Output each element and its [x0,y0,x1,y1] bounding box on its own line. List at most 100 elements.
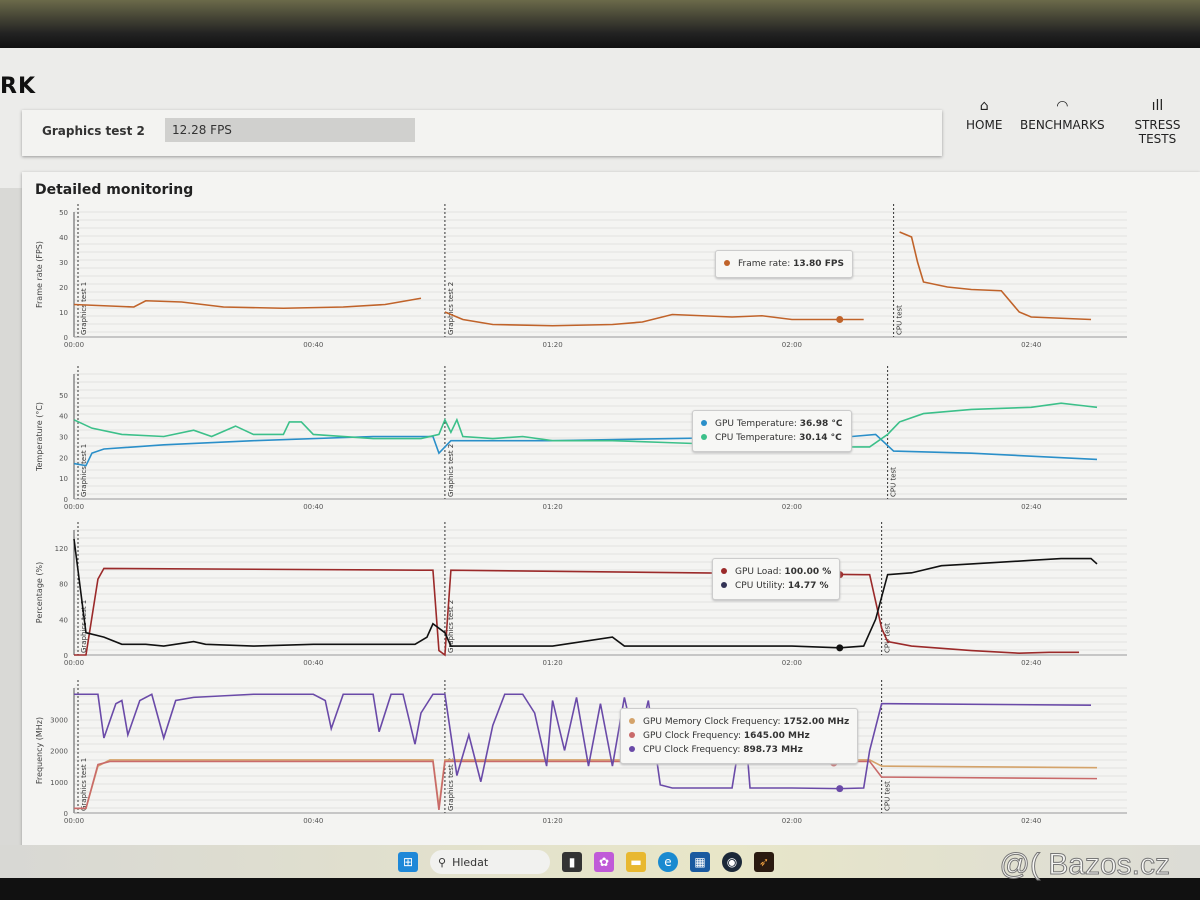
y-axis-label: Temperature (°C) [35,402,44,472]
legend-dot [721,582,727,588]
test-marker-label: Graphics test 2 [447,444,455,497]
tooltip-label: GPU Memory Clock Frequency [643,717,778,727]
legend-dot [629,718,635,724]
monitoring-charts[interactable]: Frame rate (FPS) 0 10 20 30 40 50 00:00 00:40 01:… [22,192,1200,872]
legend-dot [721,568,727,574]
watermark: @( Bazos.cz [999,848,1170,882]
test-marker-label: Graphics test 2 [447,758,455,811]
detailed-monitoring-panel: Detailed monitoring Frame rate (FPS) 0 10 2… [22,172,1200,872]
y-tick-label: 120 [55,545,68,553]
tooltip-value: 1645.00 MHz [743,731,810,741]
y-tick-label: 40 [59,616,68,624]
tooltip-value: 36.98 °C [799,419,843,429]
edge-icon[interactable]: e [658,852,678,872]
chart-0: Frame rate (FPS) 0 10 20 30 40 50 00:00 00:40 01:… [35,204,1127,349]
hover-point [836,316,844,323]
x-tick-label: 01:20 [543,659,563,667]
tooltip-value: 1752.00 MHz [783,717,850,727]
home-icon: ⌂ [979,98,989,114]
x-tick-label: 00:00 [64,659,84,667]
windows-start-icon[interactable]: ⊞ [398,852,418,872]
tooltip-label: CPU Utility [735,581,782,591]
tooltip-value: 14.77 % [787,581,829,591]
tooltip-label: GPU Load [735,567,779,577]
file-explorer-icon[interactable]: ▬ [626,852,646,872]
x-tick-label: 02:40 [1021,817,1041,825]
x-tick-label: 01:20 [543,817,563,825]
3dmark-icon[interactable]: ➶ [754,852,774,872]
search-placeholder: Hledat [452,855,489,869]
panel-title: Detailed monitoring [35,182,194,198]
nav-benchmarks[interactable]: ◠ BENCHMARKS [1020,98,1105,132]
x-tick-label: 02:00 [782,503,802,511]
test-marker-label: Graphics test 2 [447,600,455,653]
legend-dot [629,732,635,738]
y-tick-label: 50 [59,392,68,400]
y-axis-label: Frequency (MHz) [35,717,44,784]
chart-1: Temperature (°C) 0 10 20 30 40 50 00:00 00:40 01:… [35,366,1127,511]
tooltip-frame-rate: Frame rate: 13.80 FPS [715,250,853,278]
test-marker-label: CPU test [884,781,892,811]
legend-dot [701,434,707,440]
series-line-gpu-clock-frequency [74,760,1098,810]
x-tick-label: 00:00 [64,817,84,825]
tooltip-value: 898.73 MHz [743,745,803,755]
series-line-frame-rate [444,311,864,327]
tooltip-temperature: GPU Temperature: 36.98 °C CPU Temperatur… [692,410,852,452]
x-tick-label: 00:40 [303,817,323,825]
steam-icon[interactable]: ◉ [722,852,742,872]
legend-dot [701,420,707,426]
x-tick-label: 00:40 [303,341,323,349]
taskbar-search[interactable]: ⚲ Hledat [430,850,550,874]
y-tick-label: 0 [64,496,68,504]
y-tick-label: 10 [59,309,68,317]
chart-2: Percentage (%) 0 40 80 120 00:00 00:40 01:20 02:… [35,522,1127,667]
nav-home-label: HOME [966,118,1003,132]
tooltip-label: CPU Temperature [715,433,794,443]
x-tick-label: 00:40 [303,503,323,511]
tooltip-label: GPU Clock Frequency [643,731,739,741]
test-marker-label: Graphics test 2 [447,282,455,335]
tooltip-value: 100.00 % [784,567,832,577]
app-logo: RK [0,74,36,99]
x-tick-label: 01:20 [543,503,563,511]
result-card: Graphics test 2 12.28 FPS [22,110,942,156]
x-tick-label: 02:40 [1021,503,1041,511]
screen: RK Graphics test 2 12.28 FPS ⌂ HOME ◠ BENC… [0,48,1200,878]
y-axis-label: Percentage (%) [35,562,44,623]
y-tick-label: 2000 [50,748,68,756]
nav-benchmarks-label: BENCHMARKS [1020,118,1105,132]
series-line-cpu-temperature [73,402,1098,448]
test-marker-label: CPU test [896,305,904,335]
tooltip-value: 13.80 FPS [793,259,844,269]
y-axis-label: Frame rate (FPS) [35,241,44,308]
hover-point [836,644,844,652]
y-tick-label: 0 [64,652,68,660]
y-tick-label: 20 [59,454,68,462]
y-tick-label: 30 [59,434,68,442]
x-tick-label: 00:00 [64,503,84,511]
taskbar: ⊞ ⚲ Hledat ▮ ✿ ▬ e ▦ ◉ ➶ [0,845,1200,878]
task-view-icon[interactable]: ▮ [562,852,582,872]
nav-stress-tests-label: STRESS TESTS [1134,118,1181,146]
y-tick-label: 0 [64,810,68,818]
y-tick-label: 50 [59,209,68,217]
copilot-icon[interactable]: ✿ [594,852,614,872]
store-icon[interactable]: ▦ [690,852,710,872]
y-tick-label: 30 [59,259,68,267]
test-marker-label: Graphics test 1 [80,600,88,653]
y-tick-label: 10 [59,475,68,483]
bar-chart-icon: ıll [1151,98,1164,114]
gauge-icon: ◠ [1056,98,1069,114]
x-tick-label: 02:00 [782,341,802,349]
nav-home[interactable]: ⌂ HOME [966,98,1002,132]
x-tick-label: 01:20 [543,341,563,349]
nav-stress-tests[interactable]: ıll STRESS TESTS [1115,98,1200,146]
legend-dot [724,260,730,266]
series-line-frame-rate [73,297,422,310]
x-tick-label: 02:40 [1021,659,1041,667]
tooltip-label: CPU Clock Frequency [643,745,738,755]
series-line-cpu-clock-frequency [74,693,1092,790]
y-tick-label: 40 [59,413,68,421]
test-marker-label: Graphics test 1 [80,758,88,811]
